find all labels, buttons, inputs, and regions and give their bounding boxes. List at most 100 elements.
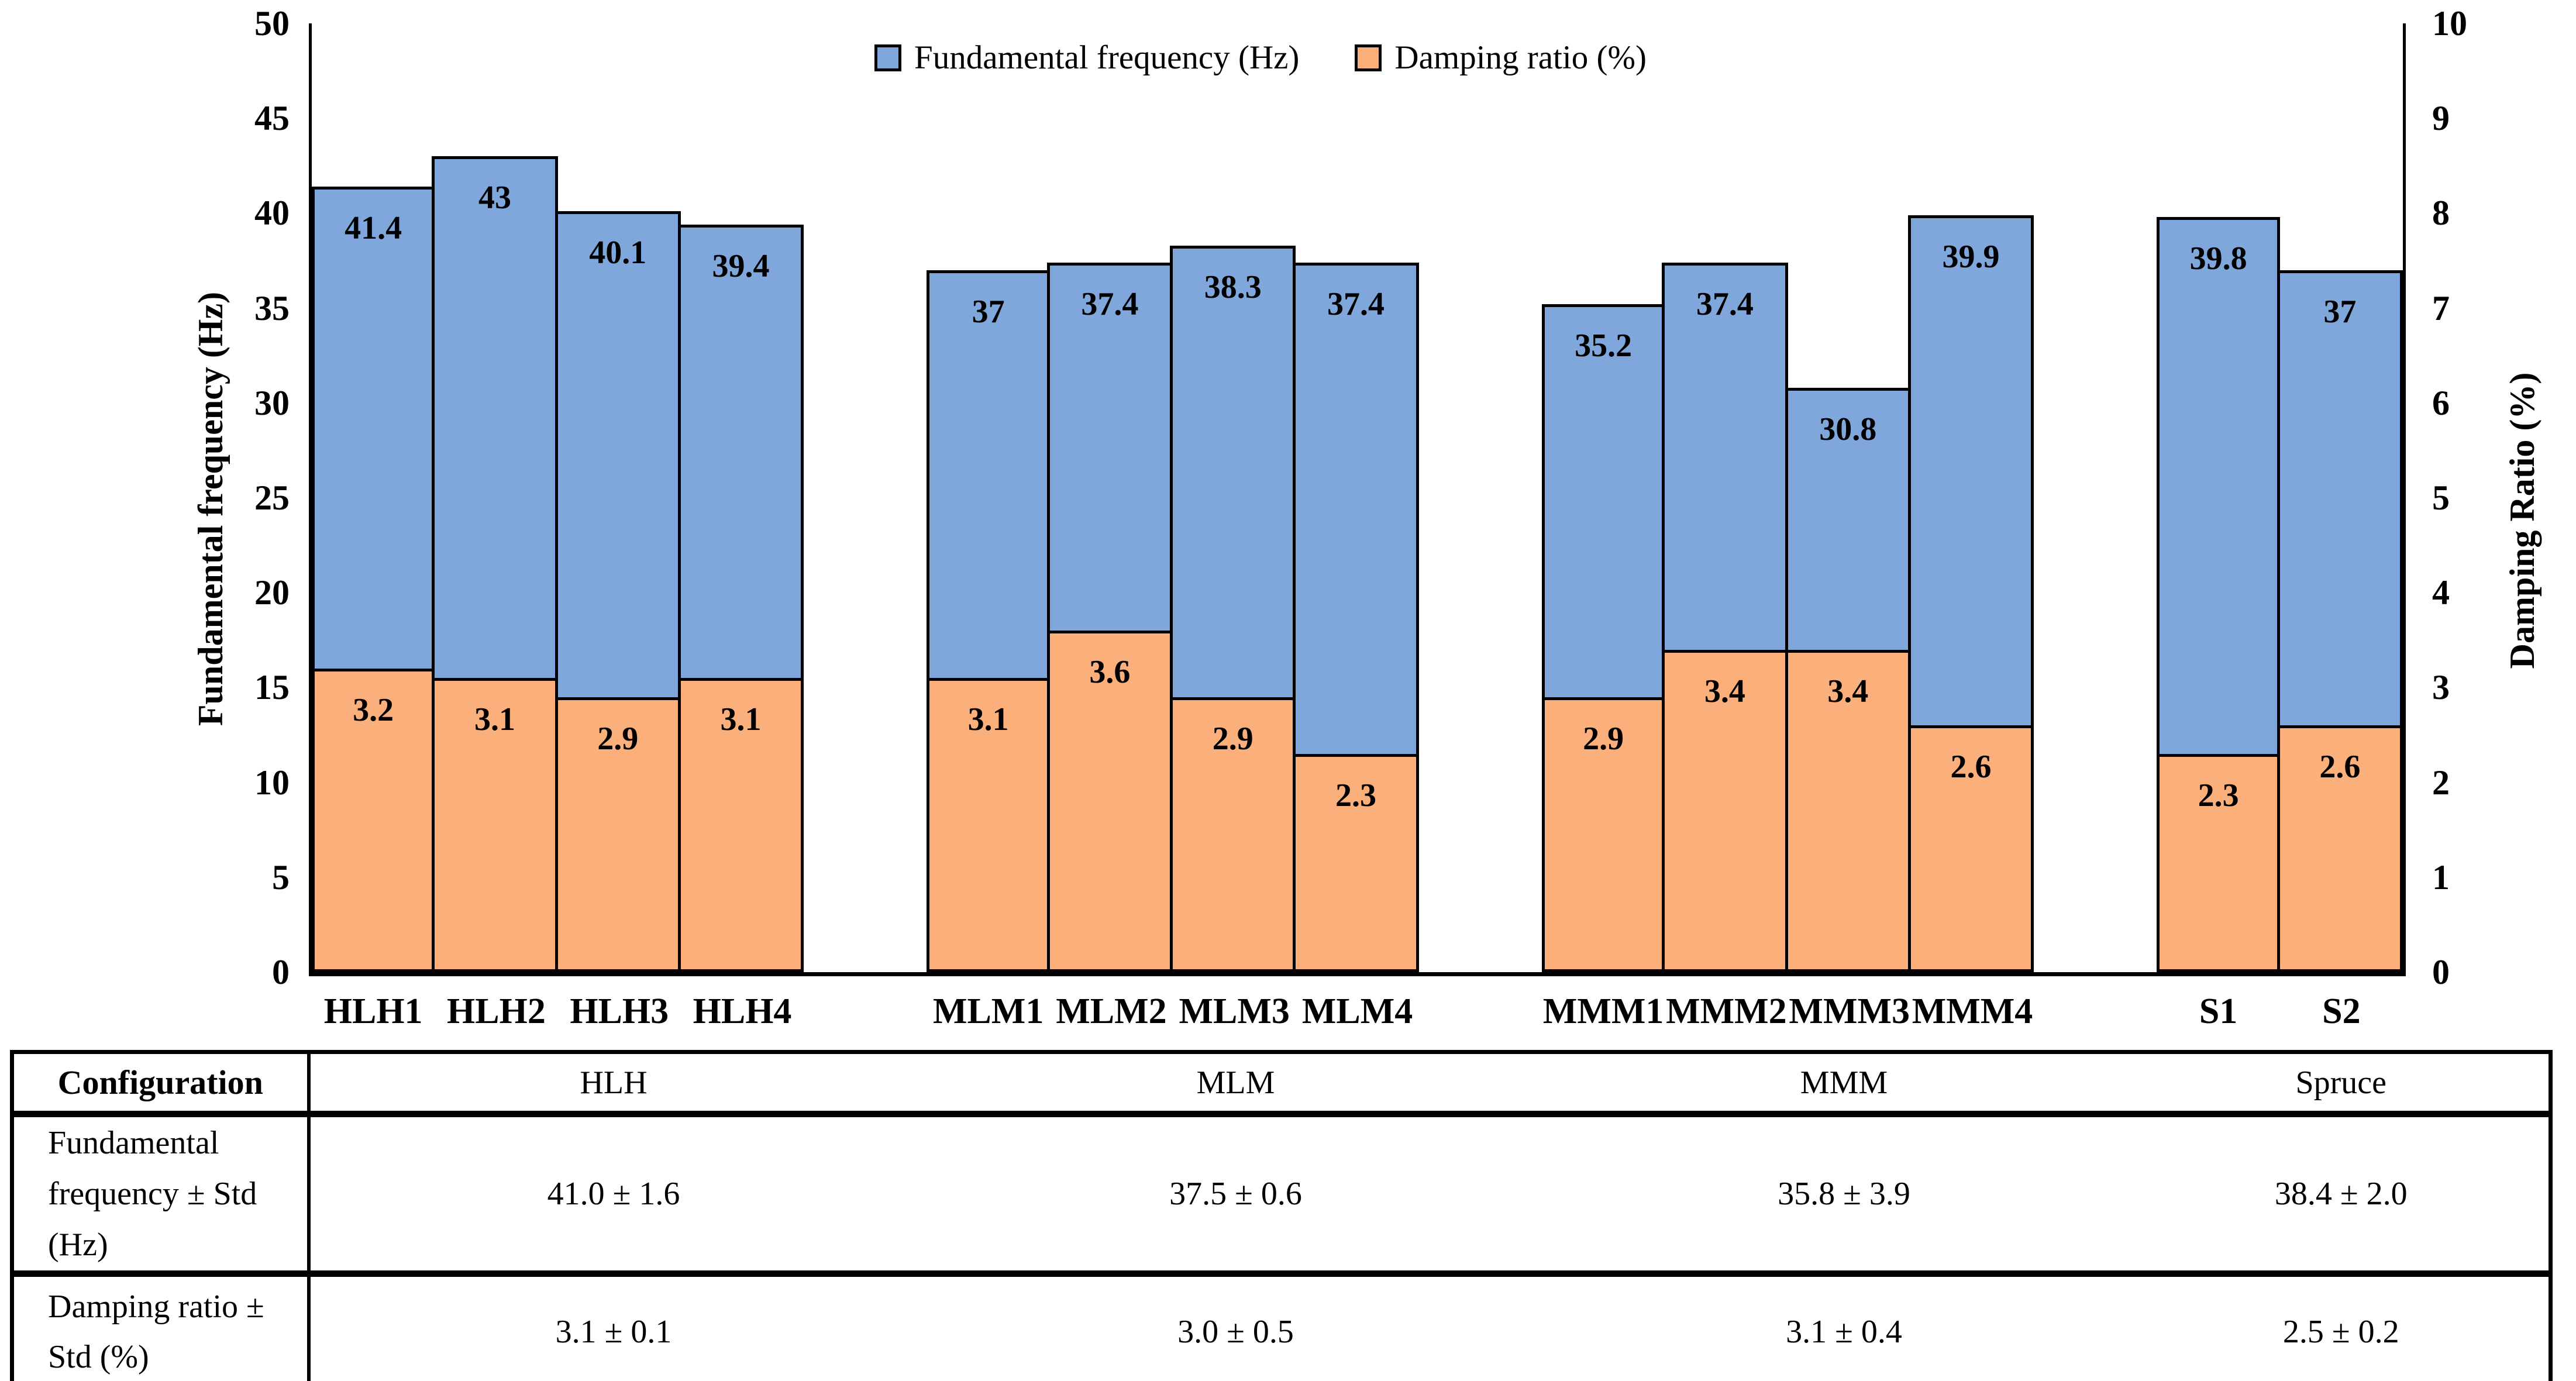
damping-bar-MLM2: 3.6 — [1046, 631, 1173, 972]
frequency-value-label: 37.4 — [1327, 285, 1385, 322]
damping-bar-MLM4: 2.3 — [1293, 753, 1419, 972]
tick-label-30: 30 — [254, 383, 290, 422]
damping-bar-MLM3: 2.9 — [1170, 697, 1296, 972]
category-label-HLH3: HLH3 — [570, 991, 669, 1031]
damping-value-label: 2.9 — [1212, 720, 1253, 757]
legend-item-frequency: Fundamental frequency (Hz) — [874, 41, 1299, 74]
bar-slot-S1: 39.8 2.3 S1 — [2157, 23, 2280, 1029]
tick-label-50: 50 — [254, 4, 290, 43]
damping-bar-MMM2: 3.4 — [1662, 649, 1788, 972]
tick-label-3: 3 — [2432, 668, 2450, 707]
damping-value-label: 3.4 — [1827, 673, 1869, 710]
damping-value-label: 2.6 — [1950, 749, 1992, 786]
frequency-mmm-value: 35.8 ± 3.9 — [1554, 1114, 2134, 1277]
table-header-configuration: Configuration — [12, 1052, 311, 1117]
damping-bar-MMM1: 2.9 — [1541, 697, 1665, 972]
frequency-value-label: 38.3 — [1204, 268, 1262, 305]
left-axis-ticks: 0 5 10 15 20 25 30 35 40 45 50 — [135, 6, 290, 990]
damping-bar-HLH2: 3.1 — [432, 678, 558, 972]
plot-area: 41.4 3.2 HLH1 43 3.1 HLH2 40.1 2.9 HLH3 39.4 3.1 HL… — [309, 23, 2406, 1029]
damping-value-label: 2.3 — [1335, 777, 1377, 814]
damping-hlh-value: 3.1 ± 0.1 — [308, 1273, 917, 1381]
tick-label-45: 45 — [254, 99, 290, 138]
damping-value-label: 2.3 — [2198, 777, 2239, 814]
bar-slot-MLM2: 37.4 3.6 MLM2 — [1046, 23, 1173, 1029]
bar-slot-MLM4: 37.4 2.3 MLM4 — [1293, 23, 1419, 1029]
frequency-value-label: 37 — [2323, 293, 2357, 330]
frequency-value-label: 41.4 — [345, 209, 402, 246]
category-label-HLH1: HLH1 — [323, 991, 423, 1031]
damping-bar-S1: 2.3 — [2157, 753, 2280, 972]
damping-value-label: 2.9 — [597, 720, 639, 757]
tick-label-9: 9 — [2432, 99, 2450, 138]
table-header-mlm: MLM — [917, 1052, 1555, 1117]
right-axis-ticks: 0 1 2 3 4 5 6 7 8 9 10 — [2432, 6, 2549, 990]
damping-value-label: 3.1 — [474, 701, 515, 738]
bar-slots: 41.4 3.2 HLH1 43 3.1 HLH2 40.1 2.9 HLH3 39.4 3.1 HL… — [312, 23, 2403, 1029]
frequency-value-label: 37.4 — [1696, 285, 1754, 322]
bar-slot-HLH4: 39.4 3.1 HLH4 — [677, 23, 804, 1029]
bar-slot-MMM4: 39.9 2.6 MMM4 — [1907, 23, 2034, 1029]
frequency-value-label: 39.4 — [712, 247, 770, 284]
bar-slot-MMM2: 37.4 3.4 MMM2 — [1662, 23, 1788, 1029]
tick-label-0: 0 — [2432, 953, 2450, 991]
category-label-S2: S2 — [2322, 991, 2361, 1031]
tick-label-25: 25 — [254, 478, 290, 517]
category-label-MMM2: MMM2 — [1666, 991, 1787, 1031]
frequency-value-label: 30.8 — [1819, 411, 1877, 447]
bar-gap — [2034, 23, 2157, 972]
chart-legend: Fundamental frequency (Hz) Damping ratio… — [874, 41, 1647, 74]
category-label-MMM4: MMM4 — [1912, 991, 2033, 1031]
frequency-value-label: 39.8 — [2189, 240, 2247, 277]
category-label-S1: S1 — [2199, 991, 2238, 1031]
legend-swatch-frequency-icon — [874, 44, 901, 71]
damping-bar-HLH1: 3.2 — [312, 668, 435, 972]
table-header-hlh: HLH — [308, 1052, 917, 1117]
tick-label-8: 8 — [2432, 194, 2450, 233]
damping-bar-S2: 2.6 — [2277, 725, 2403, 972]
damping-mmm-value: 3.1 ± 0.4 — [1554, 1273, 2134, 1381]
damping-bar-HLH4: 3.1 — [677, 678, 804, 972]
dual-axis-bar-chart: Fundamental frequency (Hz) Damping ratio… — [135, 6, 2549, 1029]
table-row-frequency: Fundamental frequency ± Std (Hz) 41.0 ± … — [12, 1114, 2551, 1277]
damping-value-label: 3.4 — [1704, 673, 1745, 710]
category-label-MLM4: MLM4 — [1301, 991, 1413, 1031]
tick-label-1: 1 — [2432, 857, 2450, 897]
legend-swatch-damping-icon — [1355, 44, 1382, 71]
damping-value-label: 3.6 — [1089, 654, 1131, 691]
bar-slot-S2: 37 2.6 S2 — [2277, 23, 2403, 1029]
frequency-value-label: 37.4 — [1081, 285, 1139, 322]
legend-label-damping: Damping ratio (%) — [1394, 39, 1647, 76]
damping-value-label: 2.6 — [2319, 749, 2361, 786]
category-label-MMM1: MMM1 — [1542, 991, 1664, 1031]
bar-slot-MLM1: 37 3.1 MLM1 — [927, 23, 1050, 1029]
tick-label-10: 10 — [2432, 4, 2467, 43]
tick-label-20: 20 — [254, 573, 290, 612]
bar-gap — [1419, 23, 1542, 972]
frequency-spruce-value: 38.4 ± 2.0 — [2133, 1114, 2551, 1277]
summary-table-wrap: Configuration HLH MLM MMM Spruce Fundame… — [10, 1050, 2553, 1381]
tick-label-4: 4 — [2432, 573, 2450, 612]
legend-label-frequency: Fundamental frequency (Hz) — [914, 39, 1300, 76]
damping-value-label: 2.9 — [1583, 720, 1624, 757]
bar-slot-MMM1: 35.2 2.9 MMM1 — [1541, 23, 1665, 1029]
tick-label-5: 5 — [2432, 478, 2450, 517]
damping-bar-MMM4: 2.6 — [1907, 725, 2034, 972]
bar-slot-HLH1: 41.4 3.2 HLH1 — [312, 23, 435, 1029]
bar-slot-HLH2: 43 3.1 HLH2 — [432, 23, 558, 1029]
table-header-mmm: MMM — [1554, 1052, 2134, 1117]
frequency-value-label: 37 — [972, 293, 1005, 330]
damping-bar-MLM1: 3.1 — [927, 678, 1050, 972]
tick-label-5: 5 — [272, 857, 290, 897]
frequency-hlh-value: 41.0 ± 1.6 — [308, 1114, 917, 1277]
table-row-damping: Damping ratio ± Std (%) 3.1 ± 0.1 3.0 ± … — [12, 1273, 2551, 1381]
frequency-mlm-value: 37.5 ± 0.6 — [917, 1114, 1555, 1277]
table-header-spruce: Spruce — [2133, 1052, 2551, 1117]
bar-gap — [804, 23, 927, 972]
frequency-value-label: 43 — [478, 180, 511, 216]
category-label-MMM3: MMM3 — [1789, 991, 1910, 1031]
legend-item-damping: Damping ratio (%) — [1355, 41, 1647, 74]
bar-slot-MLM3: 38.3 2.9 MLM3 — [1170, 23, 1296, 1029]
category-label-MLM1: MLM1 — [932, 991, 1044, 1031]
frequency-value-label: 40.1 — [589, 235, 647, 271]
